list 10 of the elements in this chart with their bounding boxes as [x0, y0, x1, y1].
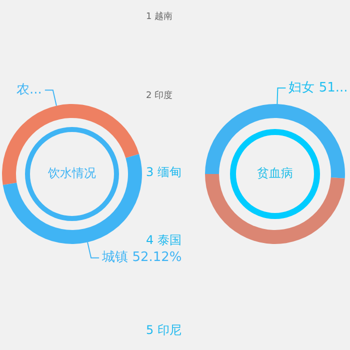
text: 4 泰国 — [146, 232, 182, 248]
text: 饮水情况 — [47, 166, 96, 180]
text: 贫血病 — [257, 166, 293, 180]
text: 3 缅甸 — [146, 164, 182, 180]
text: 5 印尼 — [146, 322, 182, 338]
slice-label: 妇女 51... — [288, 80, 348, 96]
text: 1 越南 — [146, 10, 173, 24]
slice-label: 农... — [16, 82, 42, 98]
text: 2 印度 — [146, 90, 173, 103]
slice-label: 城镇 52.12% — [101, 250, 182, 266]
